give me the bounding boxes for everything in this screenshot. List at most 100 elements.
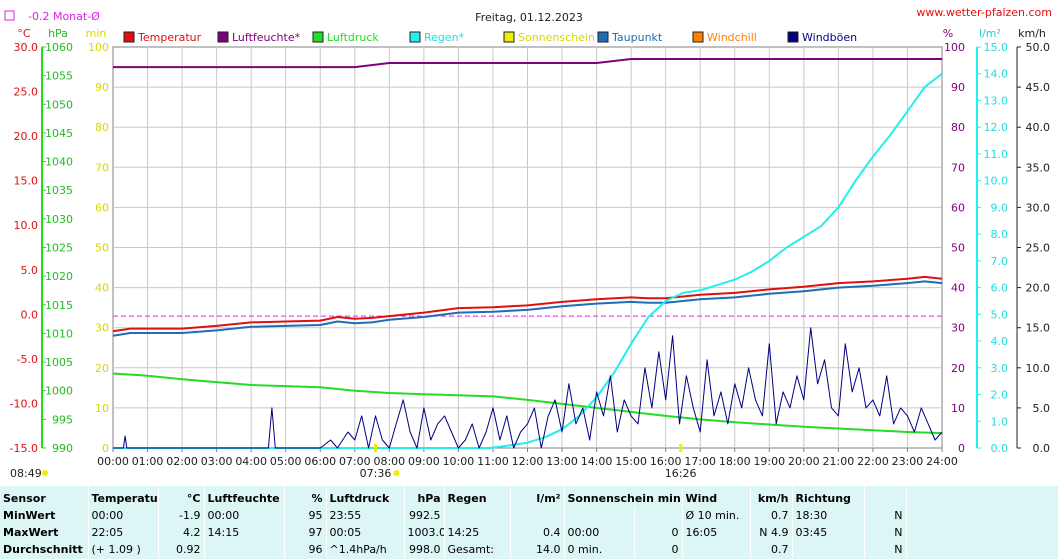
x-tick-label: 23:00 (892, 455, 924, 468)
legend-label: Luftdruck (327, 31, 379, 44)
x-tick-label: 17:00 (684, 455, 716, 468)
stats-header-wind: Wind (682, 486, 751, 507)
pressure-tick-label: 995 (52, 413, 73, 426)
temp-tick-label: -15.0 (10, 442, 38, 455)
minutes-tick-label: 30 (95, 322, 109, 335)
rain-tick-label: 9.0 (991, 201, 1009, 214)
stats-cell-sun-time: 0 min. (564, 541, 635, 558)
wind-tick-label: 0.0 (1033, 442, 1051, 455)
temp-tick-label: -10.0 (10, 397, 38, 410)
day-start-label: 08:49 (10, 467, 42, 480)
x-tick-label: 14:00 (581, 455, 613, 468)
rain-tick-label: 5.0 (991, 308, 1009, 321)
stats-header-dir: Richtung (792, 486, 865, 507)
stats-table: Sensor Temperatur °C Luftfeuchte % Luftd… (0, 486, 1058, 558)
stats-row: MaxWert 22:05 4.2 14:15 97 00:05 1003.0 14:25 0.… (0, 524, 1058, 541)
stats-row-filler (906, 507, 1058, 524)
x-tick-label: 12:00 (512, 455, 544, 468)
wind-tick-label: 10.0 (1026, 362, 1051, 375)
unit-wind: km/h (1018, 27, 1046, 40)
legend-swatch (692, 31, 704, 43)
humidity-tick-label: 20 (951, 362, 965, 375)
stats-header-sensor: Sensor (0, 486, 89, 507)
wind-tick-label: 45.0 (1026, 81, 1051, 94)
unit-pressure: hPa (48, 27, 68, 40)
humidity-tick-label: 0 (958, 442, 965, 455)
pressure-tick-label: 1000 (45, 385, 73, 398)
stats-cell-sun-val: 0 (634, 541, 683, 558)
legend-label: Taupunkt (611, 31, 663, 44)
rain-tick-label: 7.0 (991, 255, 1009, 268)
temp-tick-label: 10.0 (14, 219, 39, 232)
legend-label: Windböen (802, 31, 857, 44)
x-tick-label: 00:00 (97, 455, 129, 468)
stats-header-temp-unit: °C (158, 486, 205, 507)
series-line-taupunkt (112, 280, 943, 337)
stats-header-rain: Regen (444, 486, 511, 507)
stats-header-sun: Sonnenschein min (564, 486, 683, 507)
minutes-tick-label: 70 (95, 161, 109, 174)
unit-minutes: min (86, 27, 107, 40)
stats-cell-rain-time (444, 507, 511, 524)
stats-panel: Sensor Temperatur °C Luftfeuchte % Luftd… (0, 486, 1058, 559)
minutes-tick-label: 50 (95, 242, 109, 255)
stats-cell-temp-val: -1.9 (158, 507, 205, 524)
temp-tick-label: 0.0 (21, 308, 39, 321)
stats-cell-press-time: ^1.4hPa/h (326, 541, 405, 558)
stats-header-dir-spacer (864, 486, 907, 507)
x-tick-label: 19:00 (753, 455, 785, 468)
stats-cell-sun-val (634, 507, 683, 524)
stats-cell-press-val: 1003.0 (404, 524, 445, 541)
pressure-tick-label: 1025 (45, 242, 73, 255)
stats-cell-dir-time (792, 541, 865, 558)
minutes-tick-label: 20 (95, 362, 109, 375)
stats-row-label: Durchschnitt (0, 541, 89, 558)
pressure-tick-label: 1055 (45, 70, 73, 83)
stats-cell-rain-val (510, 507, 565, 524)
stats-row-filler (906, 541, 1058, 558)
stats-cell-wind-time: Ø 10 min. (682, 507, 751, 524)
wind-tick-label: 20.0 (1026, 282, 1051, 295)
wind-tick-label: 30.0 (1026, 201, 1051, 214)
legend-label: Temperatur (137, 31, 202, 44)
pressure-tick-label: 1015 (45, 299, 73, 312)
stats-cell-hum-time: 00:00 (204, 507, 285, 524)
legend-swatch (217, 31, 229, 43)
stats-cell-dir-time: 18:30 (792, 507, 865, 524)
x-tick-label: 05:00 (270, 455, 302, 468)
stats-cell-wind-val: 0.7 (750, 507, 793, 524)
humidity-tick-label: 30 (951, 322, 965, 335)
x-tick-label: 11:00 (477, 455, 509, 468)
legend-swatch (312, 31, 324, 43)
stats-cell-dir-val: N (864, 507, 907, 524)
legend-swatch (123, 31, 135, 43)
series-line-luftfeuchte (113, 58, 942, 69)
temp-tick-label: 20.0 (14, 130, 39, 143)
minutes-tick-label: 90 (95, 81, 109, 94)
website-label: www.wetter-pfalzen.com (916, 6, 1052, 19)
stats-cell-temp-time: 22:05 (88, 524, 159, 541)
stats-cell-temp-val: 0.92 (158, 541, 205, 558)
rain-tick-label: 13.0 (984, 94, 1009, 107)
legend-swatch (787, 31, 799, 43)
x-tick-label: 13:00 (546, 455, 578, 468)
stats-cell-temp-time: (+ 1.09 ) (88, 541, 159, 558)
pressure-tick-label: 990 (52, 442, 73, 455)
stats-cell-wind-val: N 4.9 (750, 524, 793, 541)
rain-tick-label: 3.0 (991, 362, 1009, 375)
humidity-tick-label: 60 (951, 201, 965, 214)
pressure-tick-label: 1010 (45, 327, 73, 340)
stats-cell-wind-time (682, 541, 751, 558)
stats-header-hum: Luftfeuchte (204, 486, 285, 507)
humidity-tick-label: 90 (951, 81, 965, 94)
humidity-tick-label: 80 (951, 121, 965, 134)
x-tick-label: 18:00 (719, 455, 751, 468)
rain-tick-label: 15.0 (984, 41, 1009, 54)
legend-label: Luftfeuchte* (232, 31, 301, 44)
stats-header-press-unit: hPa (404, 486, 445, 507)
series-line-regen (113, 72, 943, 449)
stats-row-filler (906, 524, 1058, 541)
sunset-time-label: 16:26 (665, 467, 697, 480)
stats-row-label: MinWert (0, 507, 89, 524)
stats-cell-wind-time: 16:05 (682, 524, 751, 541)
